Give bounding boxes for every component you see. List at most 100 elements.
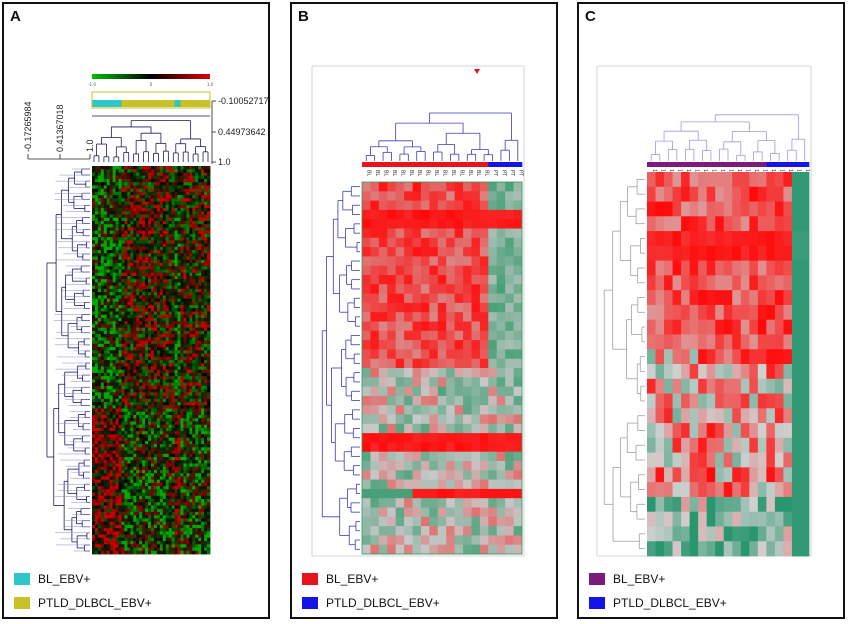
heatmap-cell bbox=[165, 292, 170, 296]
heatmap-cell bbox=[180, 243, 184, 248]
heatmap-cell bbox=[198, 195, 202, 199]
heatmap-cell bbox=[148, 518, 152, 523]
heatmap-cell bbox=[171, 343, 175, 348]
heatmap-cell bbox=[195, 427, 199, 432]
heatmap-cell bbox=[118, 334, 122, 338]
heatmap-cell bbox=[121, 217, 125, 222]
heatmap-cell bbox=[139, 473, 143, 477]
heatmap-cell bbox=[148, 427, 152, 432]
group-bar-segment bbox=[142, 100, 146, 107]
heatmap-cell bbox=[174, 204, 178, 209]
heatmap-cell bbox=[127, 495, 131, 500]
heatmap-cell bbox=[115, 453, 119, 458]
heatmap-cell bbox=[109, 486, 114, 490]
heatmap-cell bbox=[106, 476, 111, 481]
heatmap-cell bbox=[189, 511, 193, 516]
heatmap-cell bbox=[124, 240, 128, 244]
heatmap-cell bbox=[151, 324, 155, 329]
heatmap-cell bbox=[121, 447, 125, 451]
heatmap-cell bbox=[121, 495, 125, 500]
heatmap-cell bbox=[127, 395, 131, 400]
heatmap-cell bbox=[130, 220, 134, 225]
heatmap-cell bbox=[192, 317, 196, 322]
heatmap-cell bbox=[127, 418, 131, 422]
heatmap-cell bbox=[130, 188, 134, 193]
heatmap-cell bbox=[192, 489, 196, 493]
heatmap-cell bbox=[177, 195, 181, 199]
heatmap-cell bbox=[106, 340, 111, 345]
heatmap-cell bbox=[115, 292, 119, 296]
group-bar-segment bbox=[195, 100, 199, 107]
heatmap-cell bbox=[177, 321, 181, 325]
heatmap-cell bbox=[180, 499, 184, 503]
heatmap-cell bbox=[115, 469, 119, 474]
heatmap-cell bbox=[148, 372, 152, 377]
heatmap-cell bbox=[177, 169, 181, 173]
heatmap-cell bbox=[183, 269, 187, 274]
heatmap-cell bbox=[145, 285, 149, 290]
heatmap-cell bbox=[195, 482, 199, 487]
heatmap-cell bbox=[151, 366, 155, 371]
heatmap-cell bbox=[115, 195, 119, 199]
heatmap-cell bbox=[118, 356, 122, 361]
heatmap-cell bbox=[168, 272, 173, 277]
heatmap-cell bbox=[207, 240, 211, 244]
heatmap-cell bbox=[195, 376, 199, 380]
heatmap-cell bbox=[153, 427, 158, 432]
heatmap-cell bbox=[198, 259, 202, 264]
heatmap-cell bbox=[94, 317, 99, 322]
heatmap-cell bbox=[201, 201, 205, 206]
heatmap-cell bbox=[133, 285, 137, 290]
heatmap-cell bbox=[112, 198, 116, 202]
heatmap-cell bbox=[92, 424, 96, 429]
heatmap-cell bbox=[130, 544, 134, 548]
heatmap-cell bbox=[97, 463, 102, 468]
heatmap-cell bbox=[207, 450, 211, 455]
heatmap-cell bbox=[118, 379, 122, 384]
heatmap-cell bbox=[189, 489, 193, 493]
heatmap-cell bbox=[204, 317, 208, 322]
heatmap-cell bbox=[112, 447, 116, 451]
heatmap-cell bbox=[207, 534, 211, 539]
heatmap-cell bbox=[109, 398, 114, 403]
heatmap-cell bbox=[151, 531, 155, 535]
heatmap-cell bbox=[189, 279, 193, 283]
heatmap-cell bbox=[168, 227, 173, 232]
heatmap-cell bbox=[94, 288, 99, 293]
heatmap-cell bbox=[174, 511, 178, 516]
heatmap-cell bbox=[156, 253, 161, 257]
heatmap-cell bbox=[174, 418, 178, 422]
heatmap-cell bbox=[180, 547, 184, 552]
heatmap-cell bbox=[136, 253, 140, 257]
heatmap-cell bbox=[124, 395, 128, 400]
heatmap-cell bbox=[198, 466, 202, 471]
heatmap-cell bbox=[192, 418, 196, 422]
heatmap-cell bbox=[92, 547, 96, 552]
heatmap-cell bbox=[106, 237, 111, 241]
heatmap-cell bbox=[121, 269, 125, 274]
heatmap-cell bbox=[118, 369, 122, 374]
heatmap-cell bbox=[106, 256, 111, 261]
heatmap-cell bbox=[151, 547, 155, 552]
heatmap-cell bbox=[198, 392, 202, 396]
heatmap-cell bbox=[195, 444, 199, 448]
heatmap-cell bbox=[156, 521, 161, 526]
heatmap-cell bbox=[156, 457, 161, 461]
heatmap-cell bbox=[94, 327, 99, 332]
heatmap-cell bbox=[204, 515, 208, 519]
heatmap-cell bbox=[180, 489, 184, 493]
heatmap-cell bbox=[142, 376, 146, 380]
heatmap-cell bbox=[112, 360, 116, 364]
heatmap-cell bbox=[171, 266, 175, 270]
heatmap-cell bbox=[165, 350, 170, 354]
heatmap-cell bbox=[165, 499, 170, 503]
heatmap-cell bbox=[159, 489, 164, 493]
heatmap-cell bbox=[153, 534, 158, 539]
heatmap-cell bbox=[165, 437, 170, 442]
heatmap-cell bbox=[174, 479, 178, 484]
heatmap-cell bbox=[177, 334, 181, 338]
heatmap-cell bbox=[145, 330, 149, 335]
heatmap-cell bbox=[139, 544, 143, 548]
heatmap-cell bbox=[115, 282, 119, 287]
heatmap-cell bbox=[121, 515, 125, 519]
